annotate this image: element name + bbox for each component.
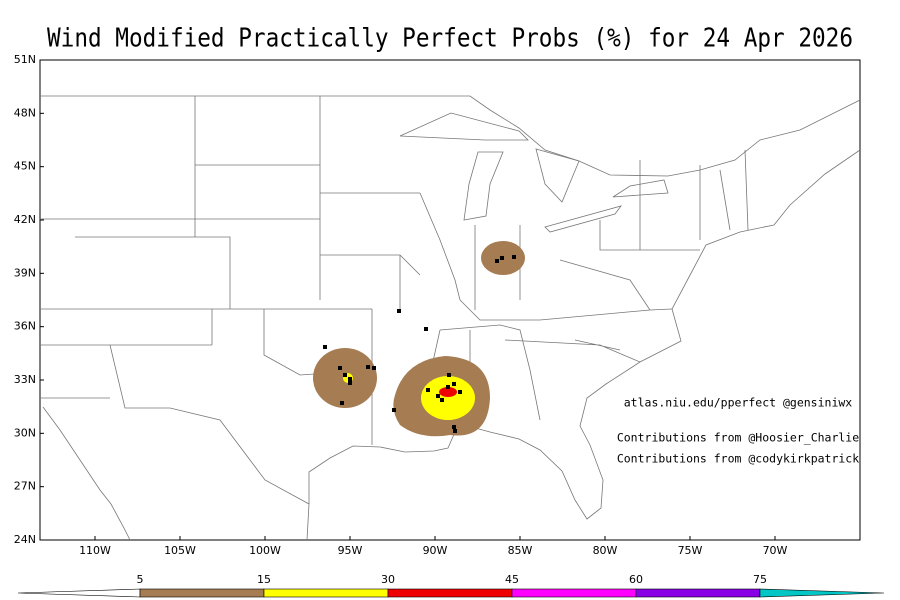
colorbar-label: 75 bbox=[753, 573, 767, 586]
lake bbox=[535, 148, 580, 203]
probability-contours bbox=[313, 241, 525, 437]
lon-label: 85W bbox=[508, 544, 533, 557]
report bbox=[452, 425, 456, 429]
lat-label: 36N bbox=[14, 320, 36, 333]
colorbar-low bbox=[17, 588, 141, 598]
lon-label: 110W bbox=[79, 544, 111, 557]
lat-labels: 51N 48N 45N 42N 39N 36N 33N 30N 27N 24N bbox=[14, 53, 44, 546]
report bbox=[512, 255, 516, 259]
lake bbox=[463, 151, 504, 221]
lat-label: 39N bbox=[14, 266, 36, 279]
report bbox=[392, 408, 396, 412]
report bbox=[458, 390, 462, 394]
report bbox=[340, 401, 344, 405]
credit: atlas.niu.edu/pperfect @gensiniwx bbox=[624, 396, 853, 410]
colorbar-label: 60 bbox=[629, 573, 643, 586]
report bbox=[424, 327, 428, 331]
lat-label: 27N bbox=[14, 480, 36, 493]
lon-label: 70W bbox=[763, 544, 788, 557]
map-frame bbox=[39, 59, 861, 541]
colorbar: 5 15 30 45 60 75 bbox=[17, 573, 885, 598]
colorbar-high bbox=[759, 588, 885, 598]
lat-label: 48N bbox=[14, 106, 36, 119]
lat-label: 42N bbox=[14, 213, 36, 226]
lat-label: 45N bbox=[14, 160, 36, 173]
lat-label: 24N bbox=[14, 533, 36, 546]
report bbox=[495, 259, 499, 263]
title: Wind Modified Practically Perfect Probs … bbox=[47, 24, 853, 54]
prob-area bbox=[439, 387, 457, 397]
colorbar-segment bbox=[139, 588, 265, 598]
lat-label: 30N bbox=[14, 426, 36, 439]
border bbox=[40, 95, 861, 177]
state-lines bbox=[40, 96, 749, 505]
report bbox=[348, 381, 352, 385]
coastline bbox=[42, 406, 131, 541]
boundaries bbox=[40, 95, 861, 541]
lon-label: 95W bbox=[338, 544, 363, 557]
credit: Contributions from @Hoosier_Charlie bbox=[617, 431, 859, 445]
lake bbox=[612, 179, 669, 198]
report bbox=[397, 309, 401, 313]
lon-label: 90W bbox=[423, 544, 448, 557]
lon-label: 75W bbox=[678, 544, 703, 557]
lon-labels: 110W 105W 100W 95W 90W 85W 80W 75W 70W bbox=[79, 536, 788, 557]
colorbar-label: 5 bbox=[137, 573, 144, 586]
colorbar-segment bbox=[263, 588, 389, 598]
lake bbox=[399, 112, 529, 141]
report bbox=[436, 394, 440, 398]
report bbox=[323, 345, 327, 349]
report bbox=[343, 373, 347, 377]
coastline bbox=[306, 149, 861, 541]
lon-label: 80W bbox=[593, 544, 618, 557]
colorbar-segment bbox=[635, 588, 761, 598]
report bbox=[500, 256, 504, 260]
report bbox=[440, 398, 444, 402]
lat-label: 33N bbox=[14, 373, 36, 386]
colorbar-label: 15 bbox=[257, 573, 271, 586]
report bbox=[453, 429, 457, 433]
lat-label: 51N bbox=[14, 53, 36, 66]
report bbox=[452, 382, 456, 386]
lon-label: 100W bbox=[249, 544, 281, 557]
lake bbox=[544, 205, 623, 233]
credits: atlas.niu.edu/pperfect @gensiniwx Contrib… bbox=[617, 396, 859, 466]
report bbox=[348, 377, 352, 381]
report bbox=[426, 388, 430, 392]
lon-label: 105W bbox=[164, 544, 196, 557]
colorbar-segment bbox=[387, 588, 513, 598]
report bbox=[366, 365, 370, 369]
prob-area bbox=[421, 376, 475, 420]
colorbar-label: 45 bbox=[505, 573, 519, 586]
report bbox=[372, 366, 376, 370]
report bbox=[338, 366, 342, 370]
report bbox=[447, 373, 451, 377]
storm-reports bbox=[323, 255, 516, 433]
map bbox=[39, 59, 861, 541]
colorbar-segment bbox=[511, 588, 637, 598]
report bbox=[446, 385, 450, 389]
credit: Contributions from @codykirkpatrick bbox=[617, 452, 859, 466]
colorbar-label: 30 bbox=[381, 573, 395, 586]
